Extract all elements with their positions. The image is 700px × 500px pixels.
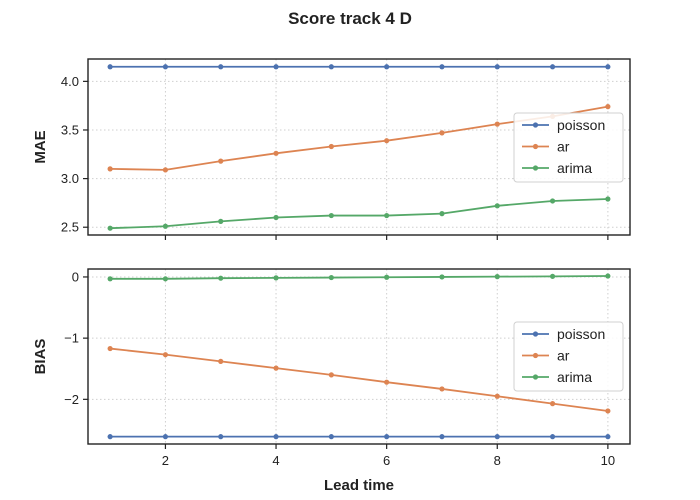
data-point-arima [328, 274, 334, 281]
data-point-poisson [605, 64, 611, 70]
data-point-arima [439, 211, 445, 217]
y-tick-label: 3.0 [61, 171, 79, 186]
data-point-ar [273, 365, 279, 371]
data-point-ar [107, 345, 113, 352]
data-point-poisson [549, 64, 556, 70]
data-point-poisson [273, 64, 279, 70]
legend-label-arima: arima [557, 160, 592, 176]
legend: poisson ar arima [513, 321, 624, 392]
legend: poisson ar arima [513, 112, 624, 183]
y-tick-label: 4.0 [61, 74, 79, 89]
data-point-arima [549, 273, 556, 279]
legend-label-poisson: poisson [557, 326, 605, 342]
data-point-ar [494, 393, 500, 399]
data-point-ar [439, 386, 445, 392]
legend-box [513, 321, 624, 392]
data-point-arima [384, 212, 390, 219]
legend-swatch-marker [532, 331, 539, 337]
data-point-poisson [328, 434, 334, 440]
legend-swatch-marker [532, 352, 539, 359]
data-point-poisson [162, 64, 169, 70]
data-point-poisson [605, 434, 611, 440]
data-point-ar [605, 408, 611, 414]
data-point-ar [218, 358, 224, 364]
mae-panel: 2.5 3.0 3.5 4.0 MAE poisson ar arima [32, 58, 631, 240]
legend-label-ar: ar [557, 348, 570, 364]
data-point-arima [162, 276, 169, 282]
series-line-ar [110, 347, 608, 412]
data-point-arima [494, 203, 500, 209]
data-point-ar [162, 352, 169, 358]
data-point-arima [605, 273, 611, 279]
data-point-arima [218, 218, 224, 224]
bias-panel: −2 −1 0 2 4 6 8 10 BIAS Lead time poisson ar arima [32, 268, 631, 494]
data-point-ar [384, 138, 390, 144]
data-point-poisson [218, 64, 224, 70]
legend-label-ar: ar [557, 139, 570, 155]
legend-swatch-marker [532, 374, 539, 380]
data-point-poisson [107, 434, 113, 440]
data-point-ar [328, 143, 334, 150]
data-point-poisson [439, 64, 445, 70]
data-point-arima [107, 276, 113, 282]
data-point-arima [273, 214, 279, 221]
data-point-arima [107, 225, 113, 231]
data-point-ar [162, 167, 169, 173]
legend-swatch-marker [532, 143, 539, 150]
figure-title: Score track 4 D [288, 9, 412, 28]
legend-label-poisson: poisson [557, 117, 605, 133]
y-tick-label: 2.5 [61, 220, 79, 235]
data-point-poisson [549, 434, 556, 440]
data-point-ar [273, 150, 279, 156]
data-point-ar [549, 401, 556, 407]
data-point-ar [384, 379, 390, 385]
x-tick-label: 4 [272, 453, 279, 468]
data-point-arima [605, 196, 611, 202]
legend-label-arima: arima [557, 369, 592, 385]
data-point-ar [605, 104, 611, 110]
y-tick-label: 0 [72, 269, 79, 284]
data-point-poisson [439, 434, 445, 440]
data-point-arima [162, 223, 169, 229]
x-tick-label: 6 [383, 453, 390, 468]
y-axis-label: BIAS [32, 339, 49, 375]
y-axis-label: MAE [32, 130, 49, 163]
y-tick-label: −2 [64, 392, 79, 407]
data-point-poisson [273, 434, 279, 440]
x-tick-label: 10 [601, 453, 615, 468]
legend-swatch-marker [532, 165, 539, 171]
axes-frame [87, 268, 631, 445]
x-tick-label: 8 [494, 453, 501, 468]
data-point-poisson [107, 64, 113, 70]
data-point-ar [494, 121, 500, 127]
series-line-arima [110, 198, 608, 230]
legend-box [513, 112, 624, 183]
data-point-ar [218, 158, 224, 164]
data-point-ar [328, 372, 334, 378]
y-tick-label: −1 [64, 331, 79, 346]
legend-swatch-marker [532, 122, 539, 128]
data-point-arima [494, 274, 500, 280]
data-point-poisson [494, 64, 500, 70]
data-point-poisson [494, 434, 500, 440]
data-point-arima [384, 274, 390, 280]
y-tick-label: 3.5 [61, 122, 79, 137]
data-point-ar [439, 130, 445, 136]
data-point-poisson [218, 434, 224, 440]
data-point-poisson [328, 64, 334, 70]
data-point-arima [328, 212, 334, 219]
data-point-arima [218, 275, 224, 281]
data-point-arima [439, 274, 445, 280]
data-point-poisson [384, 64, 390, 70]
x-axis-label: Lead time [324, 477, 394, 494]
data-point-poisson [384, 434, 390, 440]
data-point-poisson [162, 434, 169, 440]
axes-frame [87, 58, 631, 236]
x-tick-label: 2 [162, 453, 169, 468]
data-point-arima [273, 275, 279, 281]
series-line-arima [110, 275, 608, 280]
data-point-arima [549, 198, 556, 204]
data-point-ar [107, 166, 113, 172]
